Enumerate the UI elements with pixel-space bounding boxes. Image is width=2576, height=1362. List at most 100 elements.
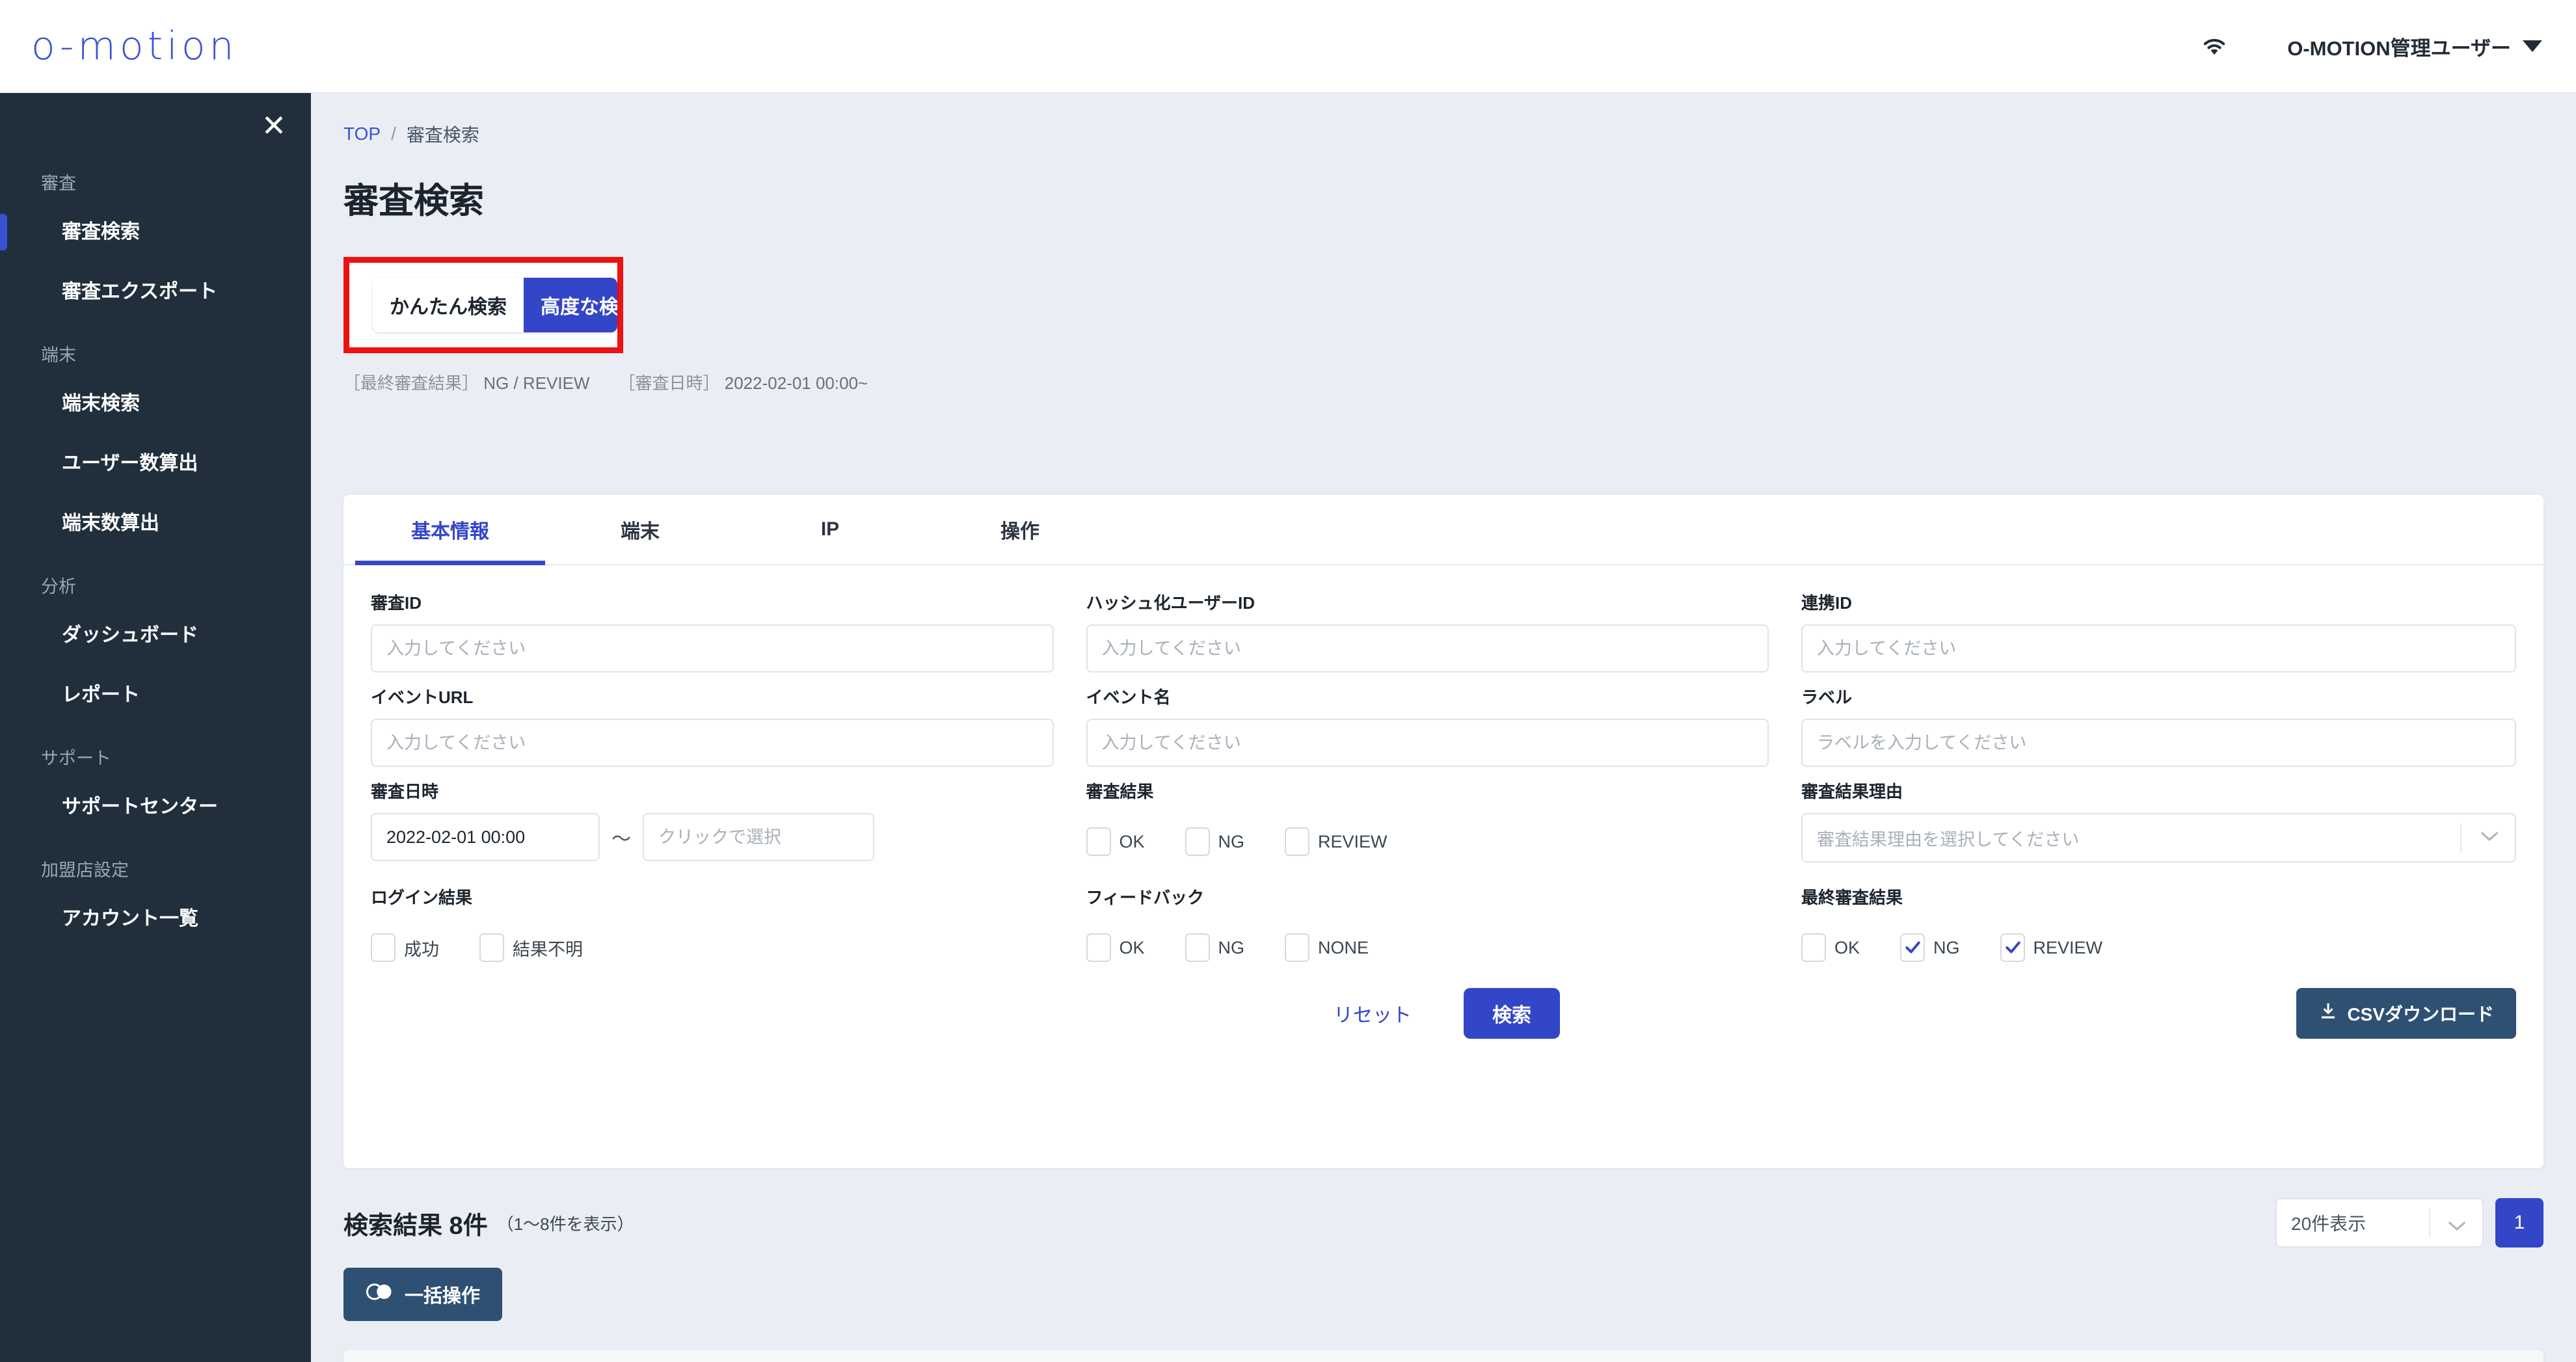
sidebar-item-label: サポートセンター (62, 796, 218, 818)
event-url-input[interactable] (371, 719, 1054, 767)
form-row-ids: 審査ID ハッシュ化ユーザーID 連携ID (371, 590, 2516, 673)
datetime-from-input[interactable] (371, 813, 600, 861)
form-row-event: イベントURL イベント名 ラベル (371, 684, 2516, 767)
login-result-checkbox-group: 成功 結果不明 (371, 919, 1054, 962)
sidebar-item-shinsa-export[interactable]: 審査エクスポート (0, 262, 311, 322)
field-label: 連携ID (1801, 593, 1853, 613)
field-label: ラベル (1801, 688, 1853, 707)
field-label: 審査結果理由 (1801, 782, 1903, 801)
table-header-row: 審査ID/ユーザーID 審査日時 審査 端末ID OS/ブラウザ IP 操作 ラ… (343, 1350, 2543, 1362)
search-mode-toggle[interactable]: かんたん検索 高度な検索 (373, 278, 617, 332)
sidebar-item-label: ダッシュボード (62, 624, 198, 646)
wifi-icon[interactable] (2200, 33, 2229, 59)
sidebar-item-account-list[interactable]: アカウント一覧 (0, 889, 311, 949)
close-icon[interactable]: ✕ (261, 108, 287, 143)
sidebar-item-label: 端末検索 (62, 393, 140, 414)
filter-summary-datetime: ［審査日時］ 2022-02-01 00:00~ (619, 370, 868, 394)
field-label: 審査ID (371, 593, 422, 613)
csv-download-button[interactable]: CSVダウンロード (2296, 988, 2516, 1039)
checkbox-box (1285, 827, 1310, 856)
final-result-ok-checkbox[interactable]: OK (1801, 933, 1860, 962)
sidebar-divider (0, 725, 311, 740)
results-controls: 20件表示 1 (2275, 1198, 2543, 1248)
sidebar-group-label-merchant: 加盟店設定 (41, 861, 129, 880)
feedback-none-checkbox[interactable]: NONE (1285, 933, 1369, 962)
shinsa-id-input[interactable] (371, 624, 1054, 673)
sidebar-item-label: ユーザー数算出 (62, 453, 198, 474)
sidebar-item-shinsa-kensaku[interactable]: 審査検索 (0, 202, 311, 262)
sidebar-item-tanmatsu-kensaku[interactable]: 端末検索 (0, 374, 311, 434)
bulk-operation-label: 一括操作 (405, 1286, 481, 1307)
label-input[interactable] (1801, 719, 2516, 767)
hashed-user-id-input[interactable] (1086, 624, 1769, 673)
download-icon (2318, 1002, 2338, 1026)
app-logo[interactable]: o-motion (31, 23, 238, 69)
checkbox-label: NG (1933, 937, 1960, 957)
login-result-success-checkbox[interactable]: 成功 (371, 933, 439, 962)
shinsa-result-review-checkbox[interactable]: REVIEW (1285, 827, 1388, 856)
field-label: フィードバック (1086, 888, 1204, 907)
per-page-select[interactable]: 20件表示 (2275, 1198, 2484, 1248)
checkbox-box (1086, 827, 1111, 856)
tab-ip[interactable]: IP (820, 518, 840, 540)
checkbox-label: REVIEW (1318, 831, 1388, 851)
sidebar-item-dashboard[interactable]: ダッシュボード (0, 606, 311, 665)
pagination-page-1[interactable]: 1 (2495, 1198, 2543, 1248)
field-label: ハッシュ化ユーザーID (1086, 593, 1255, 613)
breadcrumb-current: 審査検索 (406, 125, 479, 145)
field-event-url: イベントURL (371, 684, 1086, 767)
filter-summary-final-result-label: ［最終審査結果］ (343, 373, 479, 393)
field-feedback: フィードバック OK NG NONE (1086, 885, 1802, 962)
reset-button[interactable]: リセット (1334, 999, 1412, 1028)
field-hashed-user-id: ハッシュ化ユーザーID (1086, 590, 1802, 673)
breadcrumb: TOP / 審査検索 (343, 121, 2576, 147)
form-row-login-feedback-final: ログイン結果 成功 結果不明 フィードバック (371, 885, 2516, 962)
form-actions: リセット 検索 CSVダウンロード (371, 984, 2516, 1043)
filter-summary-final-result-value: NG / REVIEW (483, 373, 590, 393)
sidebar-divider (0, 837, 311, 851)
renkei-id-input[interactable] (1801, 624, 2516, 673)
filter-summary-datetime-label: ［審査日時］ (618, 373, 720, 393)
shinsa-result-ng-checkbox[interactable]: NG (1185, 827, 1244, 856)
field-final-result: 最終審査結果 OK NG REVIEW (1801, 885, 2516, 962)
sidebar-group-label-tanmatsu: 端末 (41, 345, 76, 365)
chevron-down-icon (2447, 1216, 2467, 1231)
sidebar-item-report[interactable]: レポート (0, 665, 311, 725)
shinsa-reason-select[interactable]: 審査結果理由を選択してください (1801, 813, 2516, 862)
feedback-ok-checkbox[interactable]: OK (1086, 933, 1145, 962)
search-button[interactable]: 検索 (1464, 988, 1560, 1039)
results-header: 検索結果 8件 （1～8件を表示） 20件表示 1 (343, 1194, 2543, 1252)
field-label: イベントURL (371, 688, 474, 707)
shinsa-result-checkbox-group: OK NG REVIEW (1086, 813, 1769, 856)
field-shinsa-result: 審査結果 OK NG REVIEW (1086, 779, 1802, 862)
shinsa-result-ok-checkbox[interactable]: OK (1086, 827, 1145, 856)
tab-advanced-search[interactable]: 高度な検索 (524, 278, 617, 332)
chevron-down-icon (2480, 830, 2499, 843)
select-value: 審査結果理由を選択してください (1801, 813, 2516, 862)
breadcrumb-top-link[interactable]: TOP (343, 124, 381, 144)
login-result-unknown-checkbox[interactable]: 結果不明 (479, 933, 583, 962)
final-result-review-checkbox[interactable]: REVIEW (2000, 933, 2103, 962)
sidebar-item-device-count[interactable]: 端末数算出 (0, 494, 311, 554)
field-label: ログイン結果 (371, 888, 473, 907)
feedback-ng-checkbox[interactable]: NG (1185, 933, 1244, 962)
tab-device[interactable]: 端末 (621, 521, 660, 542)
datetime-to-input[interactable] (643, 813, 874, 861)
sidebar-item-support-center[interactable]: サポートセンター (0, 777, 311, 837)
bulk-operation-button[interactable]: 一括操作 (343, 1268, 503, 1321)
checkbox-label: 成功 (404, 939, 439, 959)
sidebar-divider (0, 554, 311, 568)
final-result-ng-checkbox[interactable]: NG (1900, 933, 1960, 962)
tab-simple-search[interactable]: かんたん検索 (373, 278, 524, 332)
tab-basic-info[interactable]: 基本情報 (355, 495, 545, 565)
checkbox-label: REVIEW (2033, 937, 2103, 957)
user-menu[interactable]: O-MOTION管理ユーザー (2287, 32, 2542, 61)
results-table: 審査ID/ユーザーID 審査日時 審査 端末ID OS/ブラウザ IP 操作 ラ… (343, 1350, 2543, 1362)
event-name-input[interactable] (1086, 719, 1769, 767)
sidebar-item-user-count[interactable]: ユーザー数算出 (0, 434, 311, 494)
checkbox-box (1086, 933, 1111, 962)
checkbox-box (1185, 827, 1210, 856)
select-divider (2429, 1208, 2430, 1237)
checkbox-box (1185, 933, 1210, 962)
tab-operation[interactable]: 操作 (1000, 521, 1040, 542)
